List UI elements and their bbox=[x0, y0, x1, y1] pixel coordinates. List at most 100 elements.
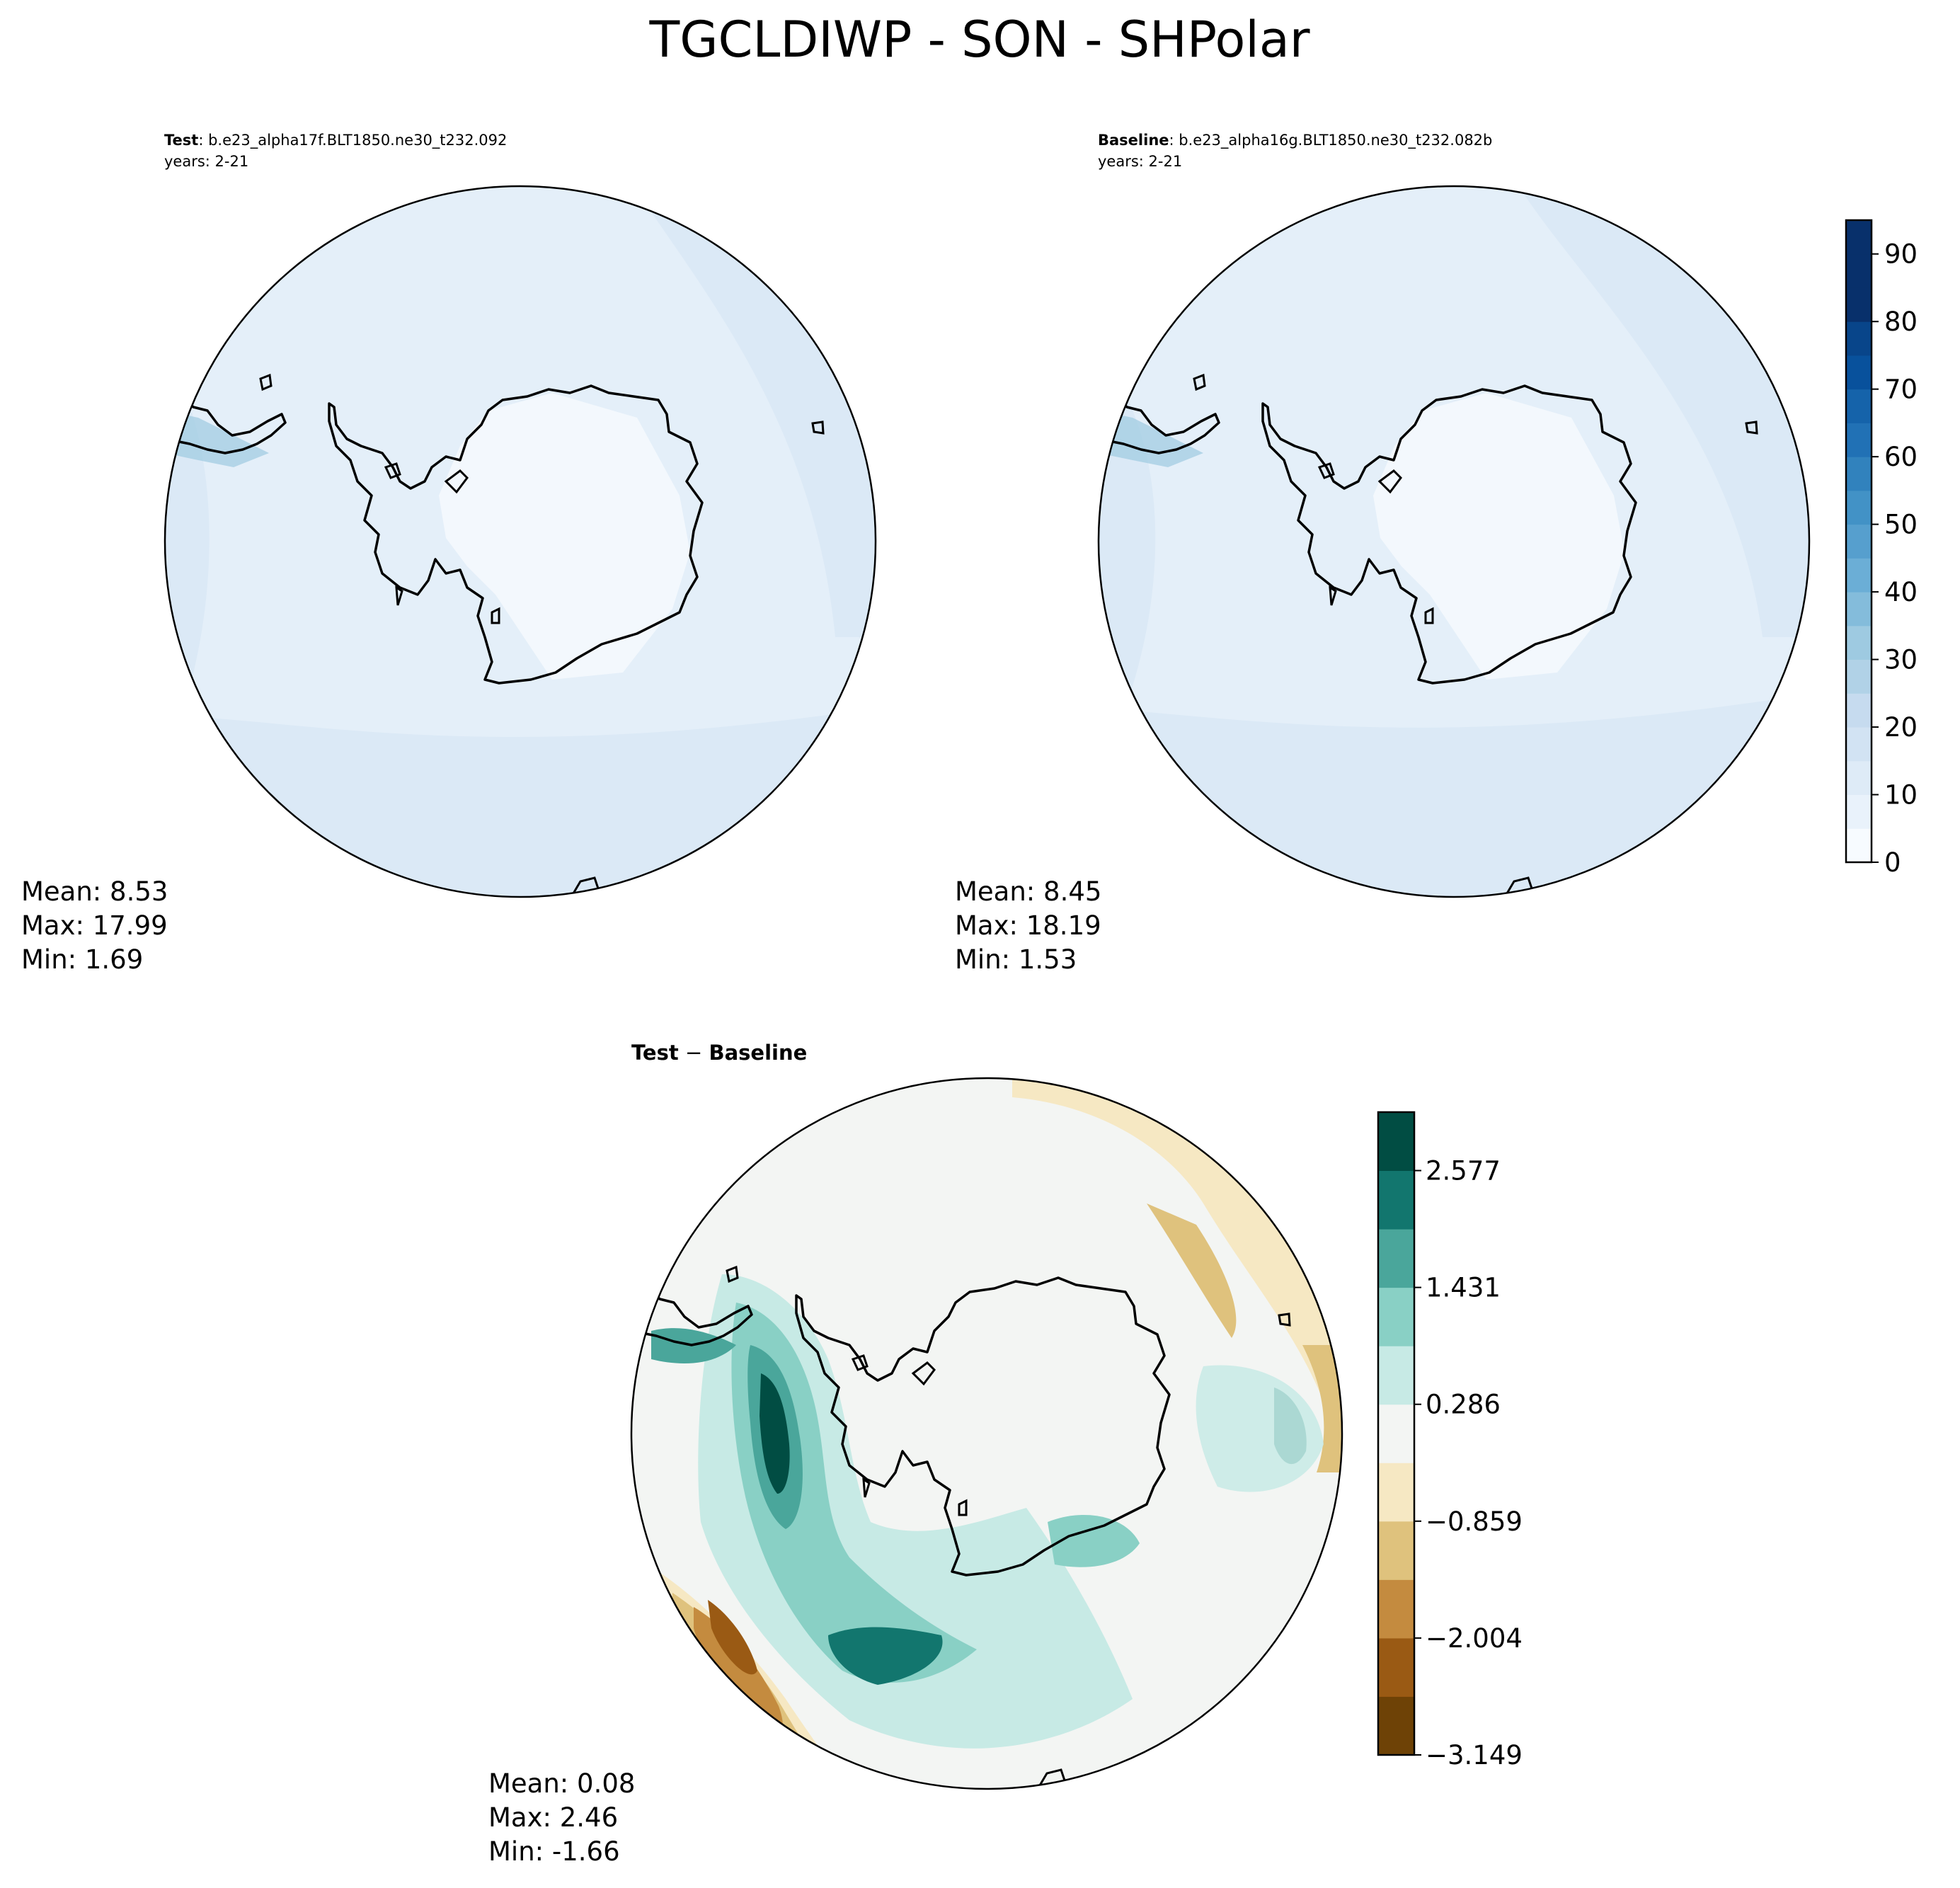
diff-colorbar-tick-label: 0.286 bbox=[1426, 1390, 1501, 1420]
main-colorbar-segment bbox=[1846, 389, 1872, 423]
main-colorbar: 0 10 20 30 40 50 60 70 80 90 bbox=[1845, 219, 1918, 878]
test-years: years: 2-21 bbox=[164, 153, 248, 170]
diff-title-a: Test bbox=[631, 1041, 679, 1065]
test-stat-min: Min: 1.69 bbox=[21, 944, 143, 975]
diff-title-b: Baseline bbox=[709, 1041, 807, 1065]
diff-colorbar-segment bbox=[1378, 1637, 1414, 1697]
diff-colorbar-segment bbox=[1378, 1170, 1414, 1230]
main-colorbar-segment bbox=[1846, 727, 1872, 762]
baseline-continent-fill bbox=[1373, 393, 1624, 680]
main-colorbar-segment bbox=[1846, 524, 1872, 559]
diff-map-border bbox=[630, 1077, 1343, 1790]
diff-patch-teal-darkest bbox=[760, 1373, 790, 1494]
diff-stat-max: Max: 2.46 bbox=[488, 1802, 618, 1833]
main-colorbar-segment bbox=[1846, 558, 1872, 593]
diff-colorbar-frame bbox=[1377, 1111, 1416, 1756]
baseline-map-band-south bbox=[1099, 694, 1809, 897]
diff-colorbar-tick-label: −2.004 bbox=[1426, 1623, 1523, 1654]
main-colorbar-tick-label: 10 bbox=[1884, 780, 1918, 811]
diff-colorbar-tick-label: 1.431 bbox=[1426, 1273, 1501, 1303]
main-colorbar-frame bbox=[1845, 219, 1873, 864]
diff-stat-min: Min: -1.66 bbox=[488, 1836, 620, 1867]
diff-colorbar-segment bbox=[1378, 1696, 1414, 1756]
main-colorbar-tick-label: 80 bbox=[1884, 307, 1918, 337]
main-colorbar-segment bbox=[1846, 659, 1872, 694]
main-colorbar-segment bbox=[1846, 490, 1872, 525]
main-colorbar-tick-label: 90 bbox=[1884, 239, 1918, 270]
main-colorbar-segment bbox=[1846, 457, 1872, 491]
main-colorbar-segment bbox=[1846, 625, 1872, 660]
diff-patch-teal-south bbox=[828, 1627, 943, 1685]
main-colorbar-segment bbox=[1846, 828, 1872, 863]
main-colorbar-segment bbox=[1846, 423, 1872, 457]
main-colorbar-segment bbox=[1846, 287, 1872, 322]
diff-map bbox=[631, 1078, 1342, 1789]
baseline-panel: Baseline: b.e23_alpha16g.BLT1850.ne30_t2… bbox=[955, 132, 1811, 975]
main-colorbar-segment bbox=[1846, 693, 1872, 728]
baseline-bottom-island bbox=[1505, 876, 1533, 897]
baseline-island bbox=[1745, 420, 1758, 435]
figure-title: TGCLDIWP - SON - SHPolar bbox=[648, 11, 1309, 69]
diff-colorbar-segment bbox=[1378, 1404, 1414, 1463]
baseline-map-border bbox=[1097, 185, 1811, 898]
diff-island bbox=[1278, 1312, 1291, 1327]
main-colorbar-tick-label: 0 bbox=[1884, 847, 1901, 878]
diff-patch-e-dark bbox=[1302, 1345, 1341, 1472]
test-island bbox=[811, 420, 825, 435]
baseline-stat-mean: Mean: 8.45 bbox=[955, 876, 1101, 907]
diff-title: Test − Baseline bbox=[631, 1041, 807, 1065]
test-bottom-island bbox=[571, 876, 600, 897]
diff-patch-teal-mid bbox=[731, 1303, 977, 1683]
test-panel: Test: b.e23_alpha17f.BLT1850.ne30_t232.0… bbox=[21, 132, 877, 975]
main-colorbar-tick-label: 40 bbox=[1884, 577, 1918, 607]
diff-colorbar-segment bbox=[1378, 1346, 1414, 1405]
diff-panel: Test − Baseline bbox=[488, 1041, 1343, 1867]
diff-colorbar-segment bbox=[1378, 1287, 1414, 1346]
diff-colorbar-tick-label: −0.859 bbox=[1426, 1506, 1523, 1537]
diff-colorbar-segment bbox=[1378, 1112, 1414, 1172]
diff-colorbar-segment bbox=[1378, 1579, 1414, 1639]
test-case-header: Test: b.e23_alpha17f.BLT1850.ne30_t232.0… bbox=[164, 132, 507, 149]
diff-colorbar-tick-label: −3.149 bbox=[1426, 1740, 1523, 1770]
main-colorbar-tick-label: 50 bbox=[1884, 510, 1918, 540]
diff-patch-sw-darker bbox=[708, 1600, 757, 1675]
main-colorbar-segment bbox=[1846, 355, 1872, 390]
main-colorbar-tick-label: 30 bbox=[1884, 645, 1918, 675]
main-colorbar-segment bbox=[1846, 794, 1872, 829]
test-stat-mean: Mean: 8.53 bbox=[21, 876, 168, 907]
baseline-peninsula-feature bbox=[1099, 411, 1203, 467]
diff-patch-teal-east-light bbox=[1196, 1365, 1324, 1492]
diff-colorbar-segment bbox=[1378, 1521, 1414, 1580]
test-case-label: Test bbox=[164, 132, 198, 149]
main-colorbar-tick-label: 60 bbox=[1884, 442, 1918, 472]
diff-bottom-island bbox=[1038, 1768, 1066, 1789]
test-map-border bbox=[164, 185, 877, 898]
test-stat-max: Max: 17.99 bbox=[21, 910, 168, 941]
diff-patch-ne-dark bbox=[1147, 1203, 1237, 1338]
test-peninsula-feature bbox=[165, 411, 269, 467]
baseline-case-label: Baseline bbox=[1098, 132, 1169, 149]
main-colorbar-segment bbox=[1846, 592, 1872, 627]
diff-title-sep: − bbox=[679, 1041, 709, 1065]
baseline-case-name: : b.e23_alpha16g.BLT1850.ne30_t232.082b bbox=[1169, 132, 1493, 149]
test-map bbox=[165, 186, 876, 897]
baseline-stat-min: Min: 1.53 bbox=[955, 944, 1077, 975]
baseline-years: years: 2-21 bbox=[1098, 153, 1182, 170]
test-case-name: : b.e23_alpha17f.BLT1850.ne30_t232.092 bbox=[198, 132, 507, 149]
baseline-stat-max: Max: 18.19 bbox=[955, 910, 1101, 941]
baseline-case-header: Baseline: b.e23_alpha16g.BLT1850.ne30_t2… bbox=[1098, 132, 1492, 149]
diff-colorbar-segment bbox=[1378, 1463, 1414, 1522]
main-colorbar-segment bbox=[1846, 253, 1872, 288]
diff-patch-sw-dark bbox=[694, 1607, 783, 1738]
diff-colorbar-tick-label: 2.577 bbox=[1426, 1156, 1501, 1186]
diff-colorbar-segment bbox=[1378, 1229, 1414, 1288]
diff-stat-mean: Mean: 0.08 bbox=[488, 1768, 635, 1799]
main-colorbar-tick-label: 70 bbox=[1884, 374, 1918, 405]
main-colorbar-segment bbox=[1846, 760, 1872, 796]
baseline-map bbox=[1099, 186, 1809, 897]
main-colorbar-segment bbox=[1846, 220, 1872, 255]
main-colorbar-segment bbox=[1846, 321, 1872, 356]
main-colorbar-tick-label: 20 bbox=[1884, 712, 1918, 743]
diff-colorbar: −3.149 −2.004 −0.859 0.286 1.431 2.577 bbox=[1377, 1111, 1523, 1770]
